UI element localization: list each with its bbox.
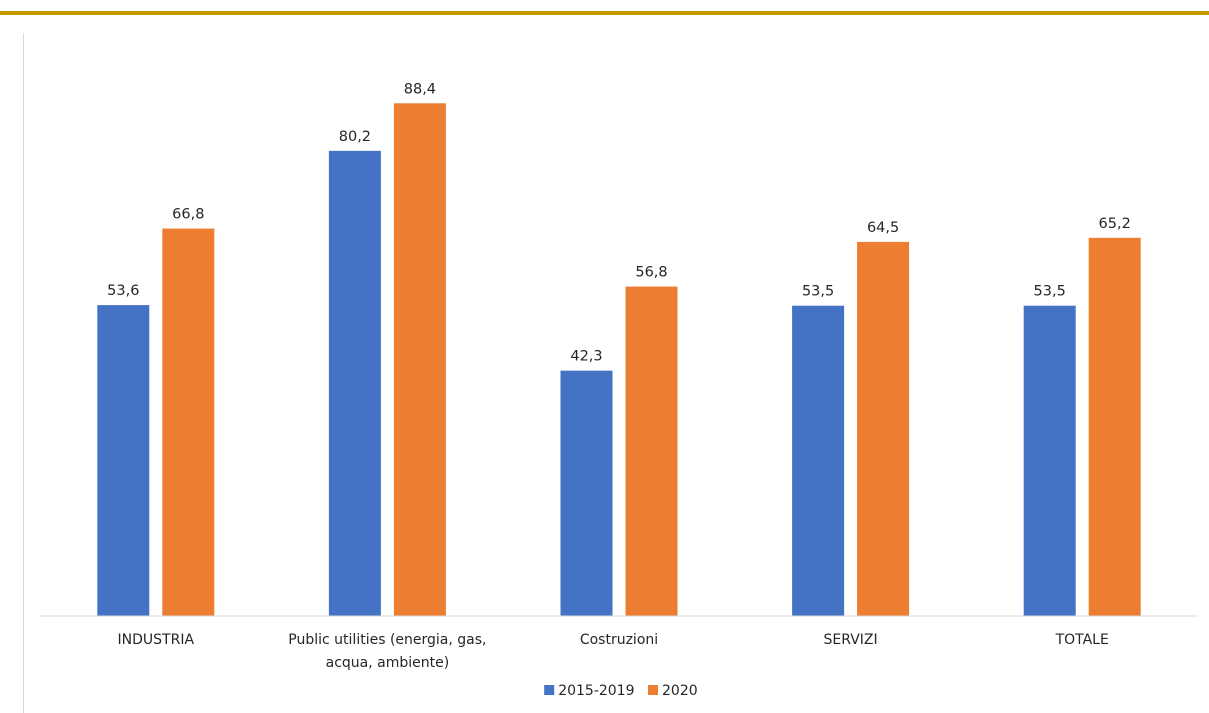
data-label-2020-3: 64,5 bbox=[867, 220, 899, 236]
data-label-2015-2019-4: 53,5 bbox=[1034, 284, 1066, 300]
bar-2015-2019-3 bbox=[792, 305, 845, 616]
category-label-1-line-0: Public utilities (energia, gas, bbox=[288, 632, 486, 648]
data-label-2015-2019-0: 53,6 bbox=[107, 283, 139, 299]
legend-label-2020: 2020 bbox=[662, 683, 698, 699]
data-label-2015-2019-2: 42,3 bbox=[570, 349, 602, 365]
accent-rule bbox=[0, 11, 1209, 15]
bar-2020-2 bbox=[625, 286, 678, 616]
bar-2020-0 bbox=[162, 228, 215, 616]
bar-2015-2019-0 bbox=[97, 305, 150, 616]
data-label-2020-4: 65,2 bbox=[1099, 216, 1131, 232]
category-label-1-line-1: acqua, ambiente) bbox=[326, 655, 450, 671]
bar-2015-2019-4 bbox=[1023, 305, 1076, 616]
bar-2020-4 bbox=[1088, 237, 1141, 616]
category-label-3-line-0: SERVIZI bbox=[824, 632, 878, 648]
category-labels-group: INDUSTRIA Public utilities (energia, gas,… bbox=[118, 632, 1109, 671]
bar-2015-2019-2 bbox=[560, 370, 613, 616]
category-label-4-line-0: TOTALE bbox=[1055, 632, 1109, 648]
data-label-2015-2019-3: 53,5 bbox=[802, 284, 834, 300]
chart-frame-left-border bbox=[23, 33, 24, 713]
legend-swatch-2015-2019 bbox=[544, 685, 555, 695]
category-label-2-line-0: Costruzioni bbox=[580, 632, 658, 648]
bar-2015-2019-1 bbox=[328, 150, 381, 616]
bar-2020-3 bbox=[857, 241, 910, 616]
category-label-0-line-0: INDUSTRIA bbox=[118, 632, 195, 648]
data-labels-group: 53,6 66,8 80,2 88,4 42,3 56,8 53,5 64,5 53,5 65,2 bbox=[107, 81, 1131, 364]
legend-label-2015-2019: 2015-2019 bbox=[558, 683, 634, 699]
data-label-2020-2: 56,8 bbox=[635, 265, 667, 281]
data-label-2020-1: 88,4 bbox=[404, 81, 436, 97]
bars-group bbox=[97, 103, 1141, 616]
data-label-2020-0: 66,8 bbox=[172, 207, 204, 223]
legend-swatch-2020 bbox=[648, 685, 658, 695]
legend: 2015-2019 2020 bbox=[544, 683, 698, 699]
data-label-2015-2019-1: 80,2 bbox=[339, 129, 371, 145]
bar-2020-1 bbox=[393, 103, 446, 616]
